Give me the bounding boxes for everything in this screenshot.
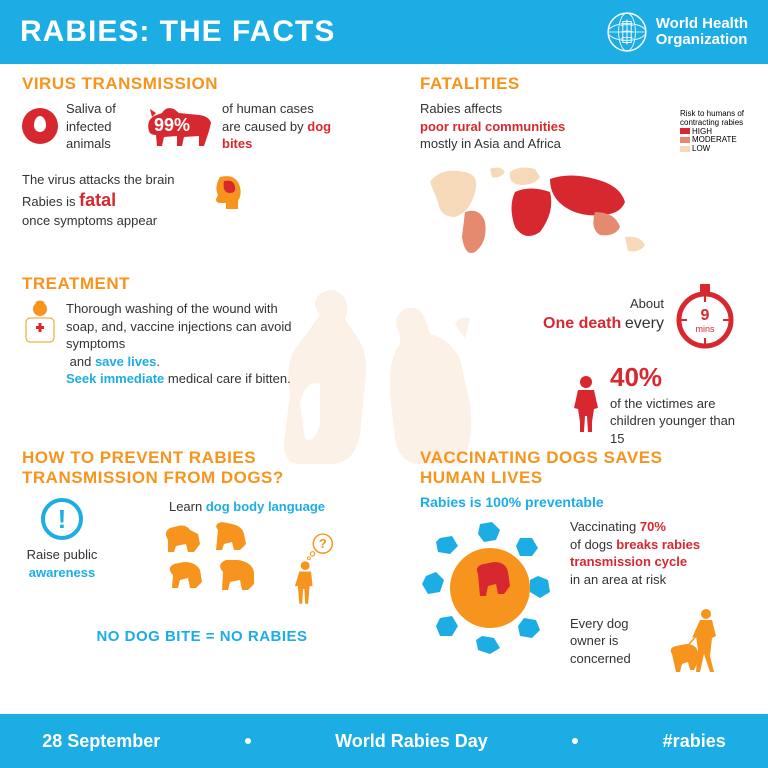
dog-walker-icon — [666, 606, 726, 676]
ln1: Learn — [169, 499, 202, 514]
who-logo-icon — [606, 11, 648, 53]
brain-l2: Rabies is fatal — [22, 188, 202, 212]
footer-bullet-1 — [245, 738, 251, 744]
ln2: dog body language — [206, 499, 325, 514]
brain-l2b: fatal — [79, 190, 116, 210]
doctor-icon — [22, 300, 58, 346]
t-l3a: Seek immediate — [66, 371, 164, 386]
dog-stat-icon: 99% — [144, 101, 214, 151]
d-about: About — [543, 295, 664, 313]
vt2: HUMAN LIVES — [420, 468, 750, 488]
v-owner: Every dog owner is concerned — [570, 615, 660, 668]
pt2: TRANSMISSION FROM DOGS? — [22, 468, 382, 488]
page-title: RABIES: THE FACTS — [20, 15, 335, 49]
footer-day: World Rabies Day — [335, 731, 488, 752]
d-one: One death — [543, 315, 621, 332]
dog-circle-icon — [420, 518, 560, 658]
child-desc: of the victimes are children younger tha… — [610, 396, 735, 446]
dog-poses-icon — [158, 520, 288, 620]
brain-head-icon — [208, 171, 248, 211]
brain-l1: The virus attacks the brain — [22, 171, 202, 189]
brain-l2a: Rabies is — [22, 194, 75, 209]
content-area: VIRUS TRANSMISSION Saliva of infected an… — [0, 64, 768, 714]
prevent-slogan: NO DOG BITE = NO RABIES — [22, 628, 382, 645]
vl1b: 70% — [640, 519, 666, 534]
lg2: LOW — [692, 144, 710, 153]
death-text: About One death every — [543, 295, 664, 334]
who-line1: World Health — [656, 16, 748, 33]
stat-99: 99% — [154, 115, 190, 136]
legend-title: Risk to humans of contracting rabies — [680, 110, 750, 128]
child-text: 40% of the victimes are children younger… — [610, 360, 740, 448]
dogbite-caption: of human cases are caused by dog bites — [222, 100, 332, 153]
brain-text: The virus attacks the brain Rabies is fa… — [22, 171, 202, 230]
section-fatalities: FATALITIES Rabies affects poor rural com… — [420, 74, 750, 447]
fatalities-title: FATALITIES — [420, 74, 750, 94]
lg0: HIGH — [692, 127, 712, 136]
who-line2: Organization — [656, 32, 748, 49]
t-l2a: and — [70, 354, 92, 369]
aware-text: Raise public awareness — [22, 546, 102, 581]
child-silhouette-icon — [572, 374, 600, 434]
section-prevent: HOW TO PREVENT RABIES TRANSMISSION FROM … — [22, 448, 382, 645]
footer-bar: 28 September World Rabies Day #rabies — [0, 714, 768, 768]
learn-block: Learn dog body language ? — [122, 498, 372, 620]
d-every: every — [625, 315, 664, 332]
vacc-title: VACCINATING DOGS SAVES HUMAN LIVES — [420, 448, 750, 488]
treat-l1: Thorough washing of the wound with soap,… — [66, 301, 291, 351]
f-i3: mostly in Asia and Africa — [420, 136, 561, 151]
treatment-title: TREATMENT — [22, 274, 322, 294]
svg-text:?: ? — [319, 536, 327, 551]
vacc-text: Vaccinating 70% of dogs breaks rabies tr… — [570, 518, 730, 676]
who-brand: World Health Organization — [606, 11, 748, 53]
child-stat: 40% — [610, 362, 662, 392]
vt1: VACCINATING DOGS SAVES — [420, 448, 750, 468]
footer-bullet-2 — [572, 738, 578, 744]
saliva-text: Saliva of infected animals — [66, 100, 136, 153]
v-l2: of dogs breaks rabies transmission cycle — [570, 536, 730, 571]
watch-num: 9 — [701, 307, 710, 324]
v-l1: Vaccinating 70% — [570, 518, 730, 536]
header-bar: RABIES: THE FACTS World Health Organizat… — [0, 0, 768, 64]
f-i1: Rabies affects — [420, 101, 502, 116]
footer-date: 28 September — [42, 731, 160, 752]
who-text: World Health Organization — [656, 16, 748, 49]
prevent-title: HOW TO PREVENT RABIES TRANSMISSION FROM … — [22, 448, 382, 488]
vl2: of dogs — [570, 537, 613, 552]
footer-hashtag: #rabies — [663, 731, 726, 752]
legend-low: LOW — [680, 145, 750, 154]
risk-legend: Risk to humans of contracting rabies HIG… — [680, 110, 750, 154]
section-transmission: VIRUS TRANSMISSION Saliva of infected an… — [22, 74, 382, 230]
vl3: in an area at risk — [570, 571, 730, 589]
learn-text: Learn dog body language — [122, 498, 372, 516]
world-map-icon — [420, 157, 660, 267]
d-onedeath: One death every — [543, 313, 664, 335]
caption1: of human cases are caused by — [222, 101, 314, 134]
watch-unit: mins — [695, 324, 715, 334]
brain-l3: once symptoms appear — [22, 212, 202, 230]
stopwatch-icon: 9 mins — [670, 280, 740, 350]
section-vaccinate: VACCINATING DOGS SAVES HUMAN LIVES Rabie… — [420, 448, 750, 676]
legend-mod: MODERATE — [680, 136, 750, 145]
treat-l3: Seek immediate medical care if bitten. — [66, 370, 296, 388]
person-thinking-icon: ? — [292, 528, 336, 612]
awareness-block: ! Raise public awareness — [22, 498, 102, 581]
aw1: Raise public — [27, 547, 98, 562]
treatment-text: Thorough washing of the wound with soap,… — [66, 300, 296, 388]
lg1: MODERATE — [692, 135, 737, 144]
pt1: HOW TO PREVENT RABIES — [22, 448, 382, 468]
aw2: awareness — [29, 565, 96, 580]
section-treatment: TREATMENT Thorough washing of the wound … — [22, 274, 322, 388]
t-l2b: save lives — [95, 354, 156, 369]
f-i2: poor rural communities — [420, 119, 565, 134]
vl1a: Vaccinating — [570, 519, 636, 534]
vacc-sub: Rabies is 100% preventable — [420, 494, 750, 510]
saliva-drop-icon — [22, 108, 58, 144]
t-l3b: medical care if bitten. — [168, 371, 291, 386]
transmission-title: VIRUS TRANSMISSION — [22, 74, 382, 94]
alert-icon: ! — [41, 498, 83, 540]
treat-l2: and save lives. — [66, 353, 296, 371]
